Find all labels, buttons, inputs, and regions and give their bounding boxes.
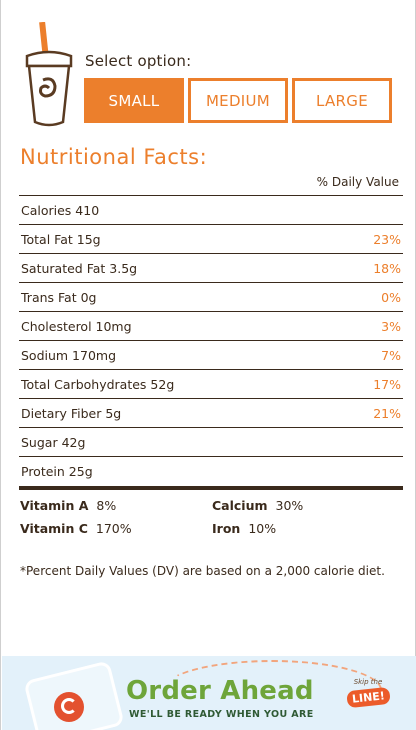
nutrition-title: Nutritional Facts: [20, 145, 208, 169]
nutrition-row: Protein 25g [19, 457, 403, 486]
nutrient-percent: 21% [373, 405, 401, 421]
vitamin-label: Calcium [212, 498, 268, 513]
nutrition-row: Cholesterol 10mg 3% [19, 312, 403, 341]
vitamin-a: Vitamin A 8% [20, 498, 116, 513]
size-medium-button[interactable]: MEDIUM [188, 78, 288, 123]
nutrient-name: Total Fat 15g [21, 231, 101, 247]
daily-value-header: % Daily Value [316, 175, 399, 189]
skip-small-text: Skip the [353, 678, 383, 686]
vitamin-value: 8% [96, 498, 117, 513]
logo-swirl-icon [61, 698, 77, 714]
banner-title: Order Ahead [126, 676, 314, 706]
vitamin-value: 170% [95, 521, 132, 536]
daily-value-footnote: *Percent Daily Values (DV) are based on … [20, 564, 385, 578]
nutrition-row: Total Carbohydrates 52g 17% [19, 370, 403, 399]
vitamin-value: 10% [248, 521, 277, 536]
calcium: Calcium 30% [212, 498, 303, 513]
nutrient-name: Dietary Fiber 5g [21, 405, 122, 421]
nutrient-name: Sugar 42g [21, 434, 86, 450]
nutrition-row: Calories 410 [19, 196, 403, 225]
nutrient-name: Sodium 170mg [21, 347, 117, 363]
nutrient-percent: 18% [373, 260, 401, 276]
iron: Iron 10% [212, 521, 276, 536]
nutrition-row: Sodium 170mg 7% [19, 341, 403, 370]
header-divider [19, 195, 403, 196]
size-large-button[interactable]: LARGE [292, 78, 392, 123]
vitamin-label: Vitamin C [20, 521, 88, 536]
skip-big-text: LINE! [345, 686, 391, 709]
size-small-button[interactable]: SMALL [84, 78, 184, 123]
nutrient-name: Protein 25g [21, 464, 93, 479]
vitamin-c: Vitamin C 170% [20, 521, 132, 536]
smoothie-cup-icon [25, 22, 73, 127]
thick-divider [19, 486, 403, 490]
vitamin-label: Vitamin A [20, 498, 89, 513]
nutrition-row: Sugar 42g [19, 428, 403, 457]
select-option-label: Select option: [85, 52, 192, 70]
nutrient-name: Calories 410 [21, 202, 100, 218]
nutrient-percent: 3% [381, 318, 401, 334]
nutrient-percent: 7% [381, 347, 401, 363]
vitamin-label: Iron [212, 521, 241, 536]
vitamin-value: 30% [275, 498, 304, 513]
nutrient-percent: 23% [373, 231, 401, 247]
order-ahead-banner[interactable]: Order Ahead WE'LL BE READY WHEN YOU ARE … [2, 656, 416, 730]
nutrition-row: Trans Fat 0g 0% [19, 283, 403, 312]
nutrient-name: Cholesterol 10mg [21, 318, 132, 334]
nutrition-row: Dietary Fiber 5g 21% [19, 399, 403, 428]
nutrient-name: Trans Fat 0g [21, 289, 97, 305]
nutrient-name: Saturated Fat 3.5g [21, 260, 138, 276]
nutrient-percent: 0% [381, 289, 401, 305]
nutrient-percent: 17% [373, 376, 401, 392]
nutrition-row: Saturated Fat 3.5g 18% [19, 254, 403, 283]
nutrient-name: Total Carbohydrates 52g [21, 376, 175, 392]
skip-the-line-badge: Skip the LINE! [342, 678, 394, 712]
banner-subtitle: WE'LL BE READY WHEN YOU ARE [129, 709, 314, 720]
nutrition-row: Total Fat 15g 23% [19, 225, 403, 254]
